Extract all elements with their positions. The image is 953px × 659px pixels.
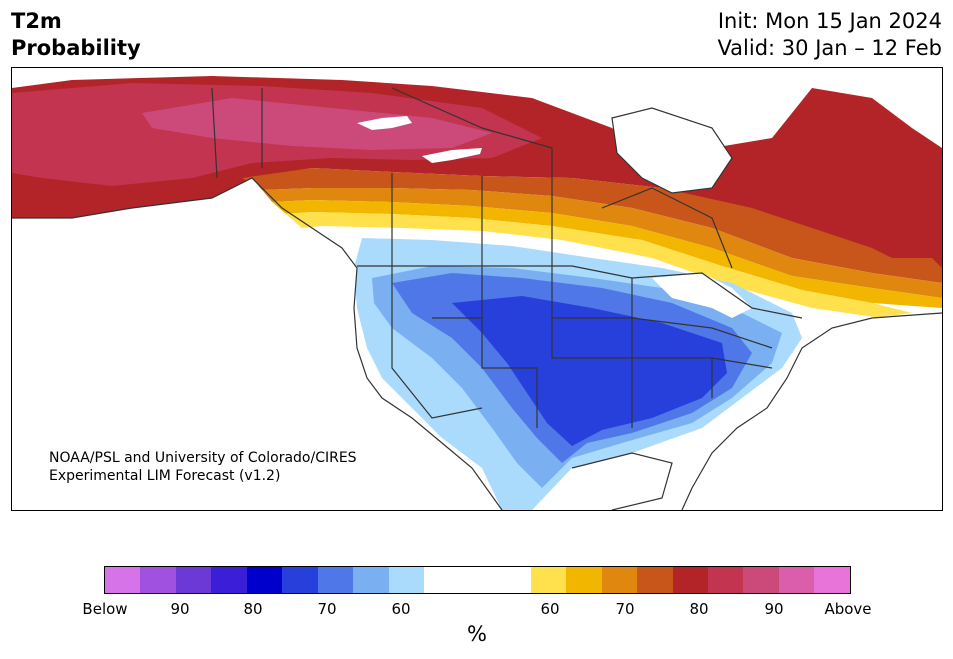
colorbar-units: % bbox=[467, 622, 487, 646]
colorbar-tick-label: 70 bbox=[615, 600, 635, 618]
colorbar-segment bbox=[211, 567, 247, 593]
north-america-map bbox=[12, 76, 942, 510]
credit-line-forecast: Experimental LIM Forecast (v1.2) bbox=[49, 468, 281, 484]
hudson-bay bbox=[612, 108, 732, 193]
colorbar-segment bbox=[601, 567, 638, 593]
colorbar-segment bbox=[707, 567, 744, 593]
colorbar-tick-label: Below bbox=[82, 600, 128, 618]
colorbar-tick-label: 60 bbox=[540, 600, 560, 618]
colorbar-segment bbox=[105, 567, 141, 593]
colorbar-segment bbox=[778, 567, 815, 593]
colorbar-segment bbox=[814, 567, 850, 593]
warm-band-gold bbox=[272, 200, 942, 308]
colorbar-segment bbox=[282, 567, 318, 593]
colorbar-tick-label: 70 bbox=[317, 600, 337, 618]
valid-date: Valid: 30 Jan – 12 Feb bbox=[717, 36, 942, 60]
title-line-probability: Probability bbox=[11, 36, 141, 60]
colorbar-tick-label: 60 bbox=[391, 600, 411, 618]
colorbar-tick-label: 80 bbox=[689, 600, 709, 618]
colorbar-segment bbox=[353, 567, 389, 593]
colorbar-segment bbox=[317, 567, 354, 593]
colorbar-segment bbox=[140, 567, 176, 593]
map-panel bbox=[11, 67, 943, 511]
colorbar-segment bbox=[424, 567, 531, 593]
colorbar-segment bbox=[246, 567, 283, 593]
colorbar-segment bbox=[637, 567, 673, 593]
colorbar-segment bbox=[566, 567, 602, 593]
map-title: T2m Probability bbox=[11, 8, 141, 62]
pacific-ocean bbox=[12, 178, 502, 510]
colorbar-segment bbox=[743, 567, 779, 593]
forecast-dates: Init: Mon 15 Jan 2024 Valid: 30 Jan – 12… bbox=[717, 8, 942, 62]
colorbar-tick-label: 90 bbox=[764, 600, 784, 618]
title-line-variable: T2m bbox=[11, 9, 62, 33]
colorbar-tick-label: 90 bbox=[170, 600, 190, 618]
warm-region-magenta bbox=[142, 98, 492, 150]
colorbar-tick-label: 80 bbox=[243, 600, 263, 618]
great-bear-lake bbox=[357, 116, 412, 130]
warm-band-orange bbox=[262, 188, 942, 298]
great-lakes bbox=[652, 273, 752, 318]
great-slave-lake bbox=[422, 148, 482, 163]
credit-text: NOAA/PSL and University of Colorado/CIRE… bbox=[49, 449, 357, 485]
colorbar-segment bbox=[175, 567, 212, 593]
colorbar-segment bbox=[530, 567, 567, 593]
cold-region-core bbox=[452, 296, 727, 446]
colorbar-segment bbox=[388, 567, 425, 593]
borders bbox=[12, 87, 942, 510]
colorbar-segment bbox=[672, 567, 708, 593]
atlantic-ocean bbox=[682, 313, 942, 510]
colorbar bbox=[104, 566, 851, 594]
warm-band-yellow bbox=[282, 212, 912, 318]
gulf-of-mexico bbox=[552, 453, 672, 510]
credit-line-institution: NOAA/PSL and University of Colorado/CIRE… bbox=[49, 450, 357, 466]
warm-band-orange-red bbox=[242, 168, 942, 283]
init-date: Init: Mon 15 Jan 2024 bbox=[717, 9, 942, 33]
colorbar-tick-label: Above bbox=[824, 600, 872, 618]
